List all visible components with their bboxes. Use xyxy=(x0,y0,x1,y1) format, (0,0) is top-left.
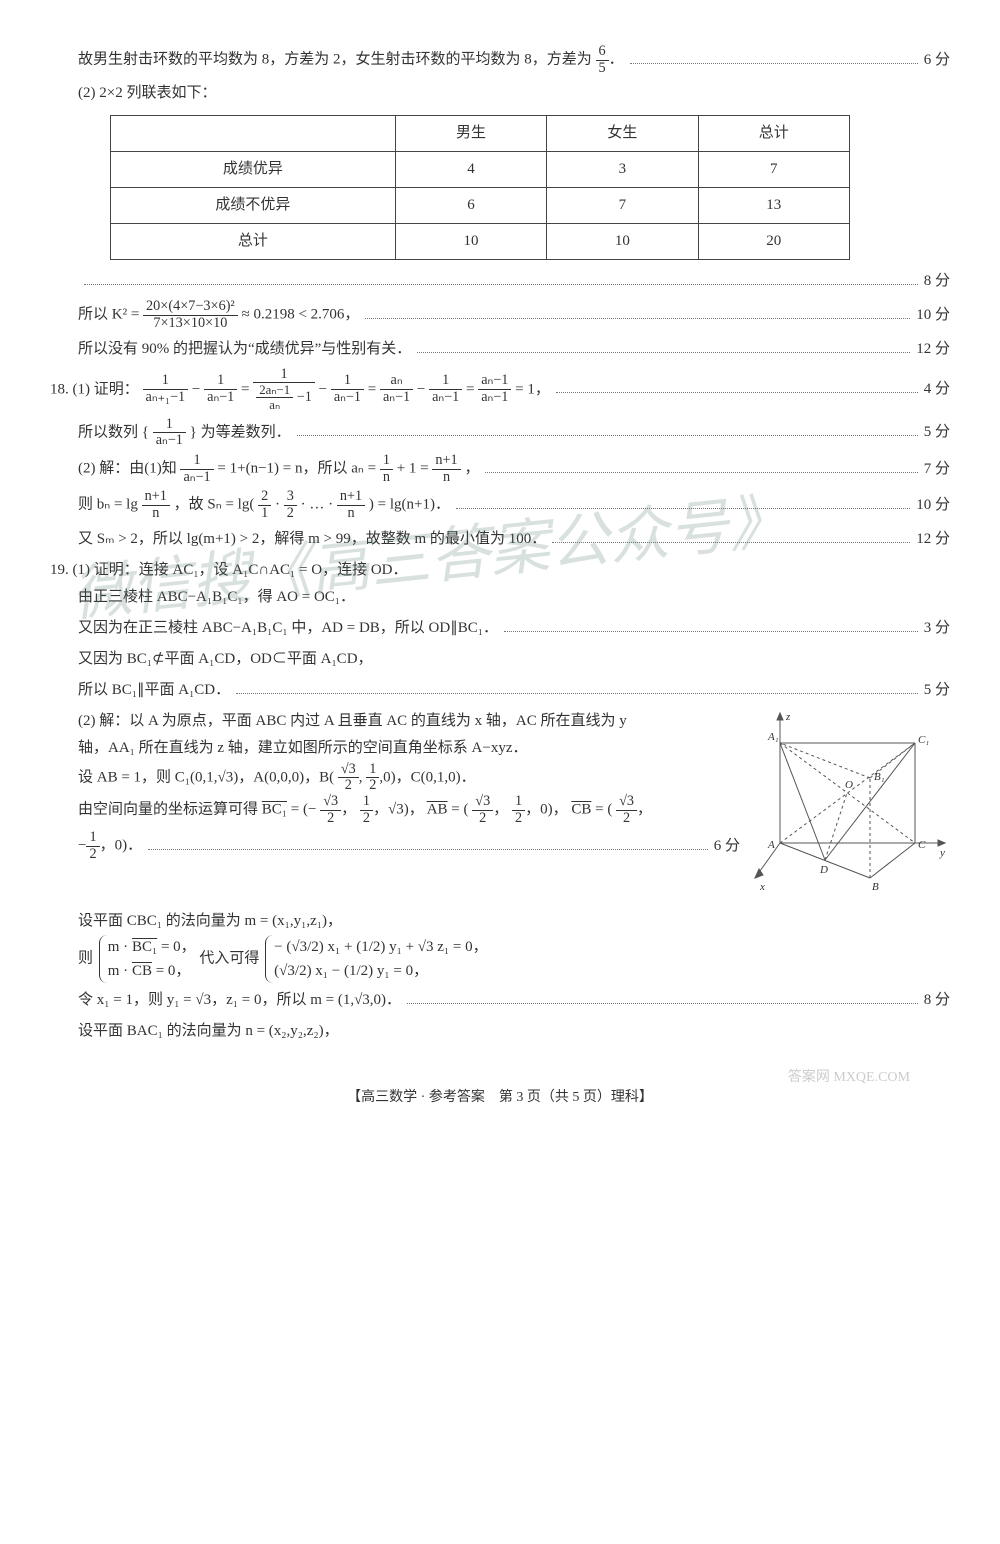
q19-l12: 则 m · BC₁ = 0， m · CB = 0， 代入可得 − (√3/2)… xyxy=(50,935,950,983)
frac-6-5: 65 xyxy=(596,44,609,76)
q19-l2: 由正三棱柱 ABC−A₁B₁C₁，得 AO = OC₁． xyxy=(50,584,950,611)
q19-l14: 设平面 BAC₁ 的法向量为 n = (x₂,y₂,z₂)， xyxy=(50,1018,950,1045)
q19-l4: 又因为 BC₁⊄平面 A₁CD，OD⊂平面 A₁CD， xyxy=(50,646,950,673)
q19-l1: 19. (1) 证明：连接 AC₁，设 A₁C∩AC₁ = O，连接 OD． xyxy=(50,557,950,584)
line-table-intro: (2) 2×2 列联表如下： xyxy=(50,80,950,107)
svg-text:O: O xyxy=(845,779,853,791)
q18-part2-an: (2) 解：由(1)知 1aₙ−1 = 1+(n−1) = n，所以 aₙ = … xyxy=(50,453,950,485)
q19-l13: 令 x₁ = 1，则 y₁ = √3，z₁ = 0，所以 m = (1,√3,0… xyxy=(50,987,950,1014)
line-conclusion-17: 所以没有 90% 的把握认为“成绩优异”与性别有关．12 分 xyxy=(50,336,950,363)
svg-text:A₁: A₁ xyxy=(767,731,779,743)
line-k-squared: 所以 K² = 20×(4×7−3×6)²7×13×10×10 ≈ 0.2198… xyxy=(50,299,950,331)
q18-proof-line1: 18. (1) 证明： 1aₙ₊₁−1 − 1aₙ−1 = 12aₙ−1aₙ −… xyxy=(50,367,950,413)
svg-text:C₁: C₁ xyxy=(918,734,929,746)
svg-text:B: B xyxy=(872,881,879,893)
line-score-8: 8 分 xyxy=(50,268,950,295)
svg-text:A: A xyxy=(767,839,775,851)
line-avg-variance: 故男生射击环数的平均数为 8，方差为 2，女生射击环数的平均数为 8，方差为 6… xyxy=(50,44,950,76)
svg-text:z: z xyxy=(785,711,791,723)
table-row: 成绩优异437 xyxy=(111,152,850,188)
page-footer: 【高三数学 · 参考答案 第 3 页（共 5 页）理科】 xyxy=(50,1085,950,1110)
q18-min-m: 又 Sₘ > 2，所以 lg(m+1) > 2，解得 m > 99，故整数 m … xyxy=(50,526,950,553)
table-row: 成绩不优异6713 xyxy=(111,188,850,224)
table-row: 总计101020 xyxy=(111,224,850,260)
q19-l11: 设平面 CBC₁ 的法向量为 m = (x₁,y₁,z₁)， xyxy=(50,908,950,935)
q19-l3: 又因为在正三棱柱 ABC−A₁B₁C₁ 中，AD = DB，所以 OD∥BC₁．… xyxy=(50,615,950,642)
q19-l10: −12，0)． 6 分 xyxy=(50,830,740,862)
q18-bn-sn: 则 bₙ = lg n+1n ，故 Sₙ = lg( 21 · 32 · … ·… xyxy=(50,489,950,521)
table-row: 男生 女生 总计 xyxy=(111,116,850,152)
svg-text:C: C xyxy=(918,839,926,851)
q18-arith-seq: 所以数列 { 1aₙ−1 } 为等差数列． 5 分 xyxy=(50,417,950,449)
svg-text:y: y xyxy=(939,847,945,859)
svg-text:x: x xyxy=(759,881,765,893)
contingency-table: 男生 女生 总计 成绩优异437 成绩不优异6713 总计101020 xyxy=(110,115,850,260)
prism-figure: A A₁ B B₁ C C₁ D O x y z xyxy=(750,708,950,898)
svg-text:B₁: B₁ xyxy=(874,771,885,783)
text: 故男生射击环数的平均数为 8，方差为 2，女生射击环数的平均数为 8，方差为 xyxy=(78,52,592,68)
svg-text:D: D xyxy=(819,864,828,876)
score: 6 分 xyxy=(924,47,950,74)
q19-l5: 所以 BC₁∥平面 A₁CD．5 分 xyxy=(50,677,950,704)
